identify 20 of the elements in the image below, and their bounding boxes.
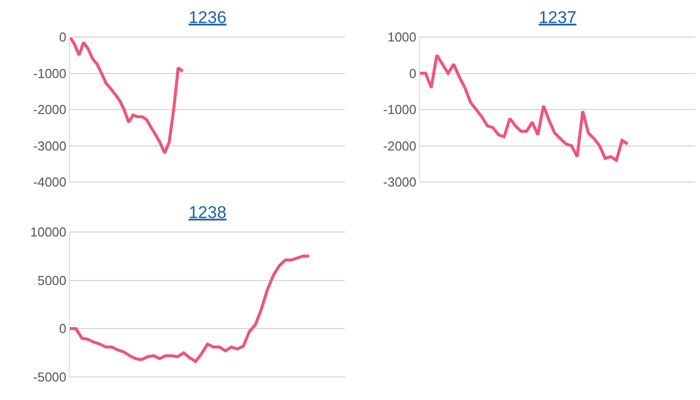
y-tick-label: -3000 bbox=[33, 138, 66, 154]
y-tick-label: 0 bbox=[59, 30, 66, 45]
y-tick-label: -2000 bbox=[383, 138, 416, 154]
line-series bbox=[70, 254, 311, 364]
y-tick-label: 10000 bbox=[30, 224, 66, 240]
y-tick-label: -5000 bbox=[33, 370, 66, 385]
y-tick-label: -2000 bbox=[33, 102, 66, 118]
y-tick-label: 0 bbox=[59, 321, 66, 336]
chart-title: 1236 bbox=[188, 8, 226, 27]
line-series bbox=[70, 37, 184, 154]
chart-title: 1237 bbox=[538, 8, 576, 27]
y-tick-label: -1000 bbox=[33, 66, 66, 81]
y-tick-label: 5000 bbox=[37, 272, 66, 288]
y-tick-label: 0 bbox=[409, 66, 416, 81]
chart-title: 1238 bbox=[188, 202, 226, 222]
line-series bbox=[420, 54, 630, 162]
y-tick-label: -3000 bbox=[383, 174, 416, 190]
y-tick-label: -1000 bbox=[383, 102, 416, 118]
y-tick-label: 1000 bbox=[387, 30, 416, 45]
y-tick-label: -4000 bbox=[33, 174, 66, 190]
